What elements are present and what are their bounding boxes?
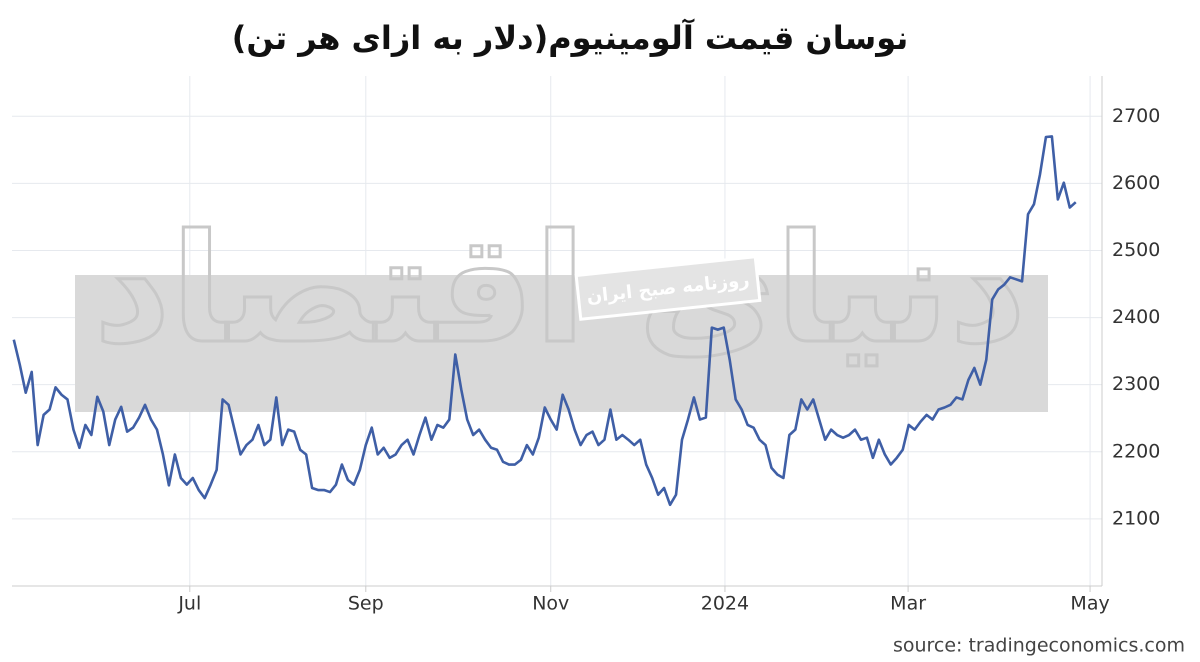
chart-title: نوسان قیمت آلومینیوم(دلار به ازای هر تن) [232,18,909,57]
y-tick-label: 2200 [1112,440,1160,462]
x-tick-label: 2024 [701,593,749,615]
source: source: tradingeconomics.com [893,635,1185,657]
x-tick-label: Mar [890,593,926,615]
y-tick-label: 2300 [1112,373,1160,395]
price-line [12,135,1077,507]
x-tick-label: May [1070,593,1109,615]
x-tick-label: Jul [177,593,201,615]
x-tick-label: Sep [348,593,384,615]
x-tick-label: Nov [532,593,569,615]
watermark-band [75,275,1048,412]
y-tick-label: 2600 [1112,172,1160,194]
watermark-label-box [574,255,762,321]
y-tick-label: 2700 [1112,105,1160,127]
y-tick-label: 2400 [1112,306,1160,328]
y-tick-label: 2500 [1112,239,1160,261]
watermark-logo: دنیای اقتصاد [94,203,1027,377]
y-tick-label: 2100 [1112,507,1160,529]
watermark: دنیای اقتصاد روزنامه صبح ایران [75,202,1048,412]
